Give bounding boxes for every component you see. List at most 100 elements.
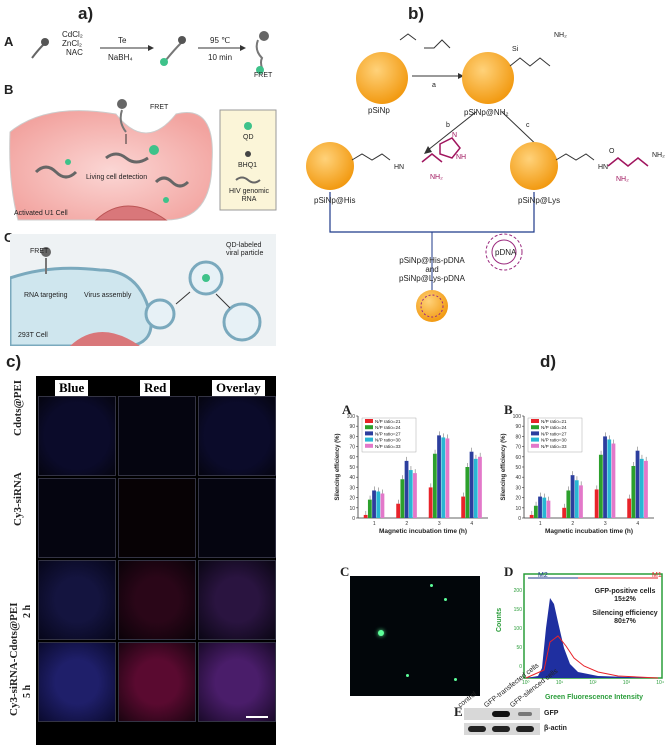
actin-band <box>516 726 534 732</box>
chart-legend: N/P ratio=21N/P ratio=24N/P ratio=27 N/P … <box>527 417 583 453</box>
bar-n-p-ratio-21-t1 <box>529 514 534 518</box>
bar-n-p-ratio-21-t4 <box>627 498 632 518</box>
bar-n-p-ratio-30-t2 <box>574 480 579 518</box>
bar-n-p-ratio-27-t1 <box>538 496 542 518</box>
flow-ytick: 100 <box>513 626 522 632</box>
gfp-band-silenced <box>518 712 532 716</box>
bar-n-p-ratio-33-t2 <box>413 473 417 518</box>
chart-legend: N/P ratio=21N/P ratio=24N/P ratio=27 N/P … <box>361 417 417 453</box>
lys-o-label: O <box>609 148 615 155</box>
reagent-nac: NAC <box>66 48 83 57</box>
bar-n-p-ratio-33-t3 <box>611 443 616 518</box>
silencing-efficiency-text: Silencing efficiency 80±7% <box>586 610 664 626</box>
y-tick-label: 50 <box>515 465 521 471</box>
actin-band <box>468 726 486 732</box>
blot-actin-label: β-actin <box>544 725 567 732</box>
row-label-cy3: Cy3-siRNA <box>12 472 24 526</box>
x-axis-label: Magnetic incubation time (h) <box>379 528 467 535</box>
silencing-efficiency-value: 80±7% <box>614 618 636 625</box>
bar-n-p-ratio-24-t3 <box>432 453 437 518</box>
bar-n-p-ratio-30-t4 <box>473 458 478 518</box>
blot-gfp-label: GFP <box>544 710 559 717</box>
time-label-2h: 2 h <box>22 604 33 618</box>
chart-A-letter: A <box>342 402 352 417</box>
panel-label-b: b) <box>408 4 425 23</box>
arrow2-bottom: 10 min <box>208 53 233 62</box>
bar-n-p-ratio-27-t4 <box>469 451 474 518</box>
panel-a-A-letter: A <box>4 34 14 49</box>
qd-labeled-particle-label: QD-labeled viral particle <box>226 242 264 257</box>
legend-swatch <box>365 431 373 436</box>
panel-label-c: c) <box>6 352 22 371</box>
bar-n-p-ratio-33-t4 <box>644 460 648 518</box>
cell-r2-red <box>118 478 196 558</box>
legend-swatch <box>531 419 539 423</box>
y-tick-label: 40 <box>349 475 355 481</box>
bar-n-p-ratio-21-t2 <box>396 503 401 518</box>
bar-n-p-ratio-27-t3 <box>437 435 441 518</box>
pdna-label: pDNA <box>495 248 517 257</box>
virus-assembly-illustration <box>10 234 276 346</box>
bar-n-p-ratio-27-t4 <box>635 450 640 518</box>
bar-n-p-ratio-27-t1 <box>372 490 376 518</box>
gfp-cell-dot <box>430 584 433 587</box>
product-lys-pdna: pSiNp@Lys-pDNA <box>398 274 466 283</box>
label-psinp-his: pSiNp@His <box>314 196 356 205</box>
his-n-label: N <box>452 132 458 139</box>
cell-r4-overlay <box>198 642 276 722</box>
blot-actin-strip <box>464 723 540 735</box>
cell-r3-overlay <box>198 560 276 640</box>
lys-nh2-end-label: NH₂ <box>652 152 665 159</box>
flow-xtick: 10⁴ <box>656 680 664 686</box>
label-psinp-nh2: pSiNp@NH₂ <box>464 108 509 117</box>
bar-n-p-ratio-30-t1 <box>376 491 381 518</box>
bar-n-p-ratio-24-t4 <box>465 467 470 518</box>
label-psinp: pSiNp <box>368 106 390 115</box>
blot-gfp-strip <box>464 708 540 720</box>
bar-n-p-ratio-33-t4 <box>478 456 482 518</box>
label-psinp-lys: pSiNp@Lys <box>518 196 561 205</box>
panel-c: Blue Red Overlay Cdots@PEI Cy3-siRNA Cy3… <box>0 376 285 745</box>
cell-r1-blue <box>38 396 116 476</box>
x-tick-label: 1 <box>373 521 376 527</box>
bar-n-p-ratio-21-t1 <box>363 514 368 518</box>
y-axis-label: Silencing efficiency (%) <box>501 433 507 500</box>
y-tick-label: 10 <box>349 506 355 512</box>
x-tick-label: 3 <box>604 521 607 527</box>
flow-ytick: 150 <box>513 607 522 613</box>
activated-u1-cell-label: Activated U1 Cell <box>14 210 68 217</box>
y-tick-label: 10 <box>515 506 521 512</box>
cell-r2-overlay <box>198 478 276 558</box>
lys-nh2-label: NH₂ <box>616 176 629 183</box>
y-tick-label: 80 <box>349 434 355 440</box>
bar-n-p-ratio-24-t3 <box>598 454 603 518</box>
bar-n-p-ratio-33-t2 <box>579 485 583 518</box>
y-tick-label: 40 <box>515 475 521 481</box>
chart-plot-area: 0 10 20 30 40 50 60 70 80 90 100 1 2 3 4 <box>513 414 654 527</box>
y-tick-label: 0 <box>352 516 355 522</box>
gfp-fluorescence-image <box>350 576 480 696</box>
cell-r1-red <box>118 396 196 476</box>
chart-plot-area: 0 10 20 30 40 50 60 70 80 90 100 1 2 3 4 <box>347 414 488 527</box>
reagent-zncl2: ZnCl₂ <box>62 39 82 48</box>
living-cell-detection-label: Living cell detection <box>86 174 148 181</box>
y-tick-label: 0 <box>518 516 521 522</box>
bar-n-p-ratio-24-t4 <box>631 465 636 518</box>
x-tick-label: 2 <box>405 521 408 527</box>
y-tick-label: 20 <box>349 496 355 502</box>
col-red-header: Red <box>140 380 171 396</box>
legend-swatch <box>365 419 373 423</box>
x-axis-label: Magnetic incubation time (h) <box>545 528 633 535</box>
bar-n-p-ratio-24-t1 <box>367 499 372 518</box>
gfp-positive-value: 15±2% <box>614 596 636 603</box>
x-tick-label: 2 <box>571 521 574 527</box>
arrow1-bottom: NaBH₄ <box>108 53 133 62</box>
cell-r4-red <box>118 642 196 722</box>
bar-n-p-ratio-24-t2 <box>566 490 571 518</box>
y-tick-label: 100 <box>347 414 356 420</box>
bar-n-p-ratio-30-t4 <box>639 458 644 518</box>
bar-n-p-ratio-24-t2 <box>400 479 405 518</box>
legend-swatch <box>531 437 539 442</box>
legend-label: N/P ratio=21 <box>541 419 567 424</box>
